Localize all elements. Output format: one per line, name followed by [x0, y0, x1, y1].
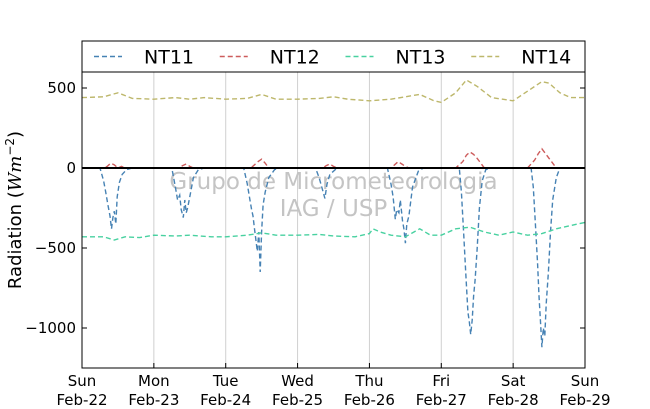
- legend-box: [81, 40, 586, 73]
- x-tick-day: Wed: [281, 372, 314, 390]
- x-tick-date: Feb-25: [272, 391, 323, 409]
- legend-label: NT13: [396, 47, 446, 69]
- legend-label: NT11: [144, 47, 194, 69]
- series-line-nt13: [82, 221, 586, 241]
- y-tick-label: 0: [66, 159, 76, 177]
- series-line-nt11: [82, 167, 561, 348]
- x-tick-day: Sun: [571, 372, 600, 390]
- x-tick-day: Thu: [354, 372, 383, 390]
- x-tick-date: Feb-23: [128, 391, 179, 409]
- watermark-text: IAG / USP: [280, 196, 388, 222]
- y-axis-label: Radiation (Wm−2): [3, 131, 26, 289]
- x-axis-ticks: SunFeb-22MonFeb-23TueFeb-24WedFeb-25ThuF…: [56, 363, 611, 409]
- watermark-text: Grupo de Micrometeorologia: [169, 169, 497, 195]
- grid-lines: [153, 72, 514, 368]
- x-tick-day: Fri: [432, 372, 450, 390]
- x-tick-day: Sun: [68, 372, 97, 390]
- x-tick-date: Feb-24: [200, 391, 251, 409]
- x-tick-day: Sat: [501, 372, 526, 390]
- x-tick-date: Feb-27: [416, 391, 467, 409]
- legend-label: NT14: [521, 47, 571, 69]
- x-tick-date: Feb-28: [488, 391, 539, 409]
- x-tick-day: Tue: [212, 372, 239, 390]
- series-line-nt14: [81, 79, 585, 104]
- x-tick-date: Feb-29: [559, 391, 610, 409]
- y-tick-label: 500: [47, 79, 76, 97]
- y-axis-ticks: 500 0 −500 −1000: [25, 79, 585, 337]
- series-line-nt12: [82, 147, 557, 169]
- legend: NT11 NT12 NT13 NT14: [81, 40, 586, 73]
- y-axis-label-text: Radiation (Wm−2): [3, 131, 26, 289]
- y-tick-label: −500: [35, 239, 76, 257]
- x-tick-date: Feb-26: [344, 391, 395, 409]
- legend-label: NT12: [270, 47, 320, 69]
- x-tick-date: Feb-22: [56, 391, 107, 409]
- y-tick-label: −1000: [25, 319, 76, 337]
- x-tick-day: Mon: [138, 372, 170, 390]
